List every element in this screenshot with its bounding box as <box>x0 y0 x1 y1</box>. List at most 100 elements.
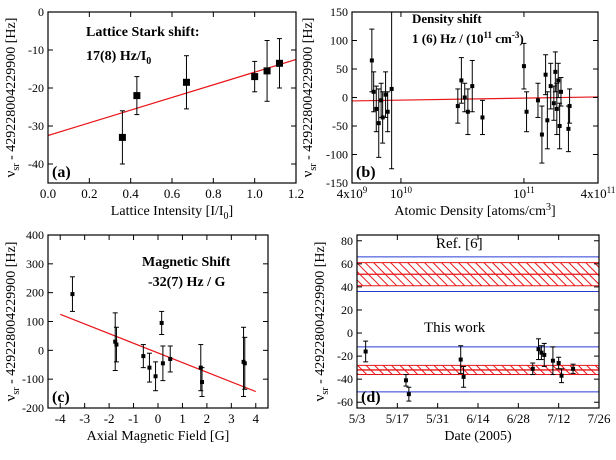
point-marker <box>536 347 541 352</box>
y-tick-label: 0 <box>38 5 44 19</box>
data-point <box>167 345 173 373</box>
y-tick-label: 400 <box>26 228 44 242</box>
data-point <box>458 345 464 374</box>
x-tick-label-text: 0.6 <box>164 186 181 201</box>
y-tick-label: -20 <box>28 81 44 95</box>
point-marker <box>458 357 463 362</box>
point-marker <box>557 124 562 128</box>
data-point <box>550 346 556 376</box>
point-marker <box>118 133 126 141</box>
data-point <box>363 340 369 363</box>
x-tick-label: 3 <box>228 411 235 426</box>
panel-a: 0.0 0.2 0.4 0.6 0.8 1.0 1.2-40-30-20-100Lattic… <box>3 5 304 222</box>
plot-area <box>352 12 598 170</box>
x-tick-label: -2 <box>104 411 115 426</box>
x-tick-label-text: 2 <box>204 411 211 426</box>
data-point <box>539 105 545 164</box>
x-tick-label-text: 0.4 <box>123 186 140 201</box>
data-point <box>555 62 561 98</box>
point-marker <box>556 361 561 366</box>
x-tick-label: 1010 <box>390 185 413 201</box>
point-marker <box>200 380 204 385</box>
data-point <box>570 363 576 374</box>
point-marker <box>263 67 271 75</box>
y-axis-label-text: - 429228004229900 [Hz] <box>4 242 19 388</box>
data-point <box>112 312 118 372</box>
panel-label: (c) <box>52 389 70 406</box>
point-marker <box>567 104 572 109</box>
data-point <box>275 38 283 89</box>
point-marker <box>160 361 165 366</box>
x-tick-label: 0.4 <box>123 186 140 201</box>
point-marker <box>242 361 247 366</box>
y-tick-label: -60 <box>337 395 353 409</box>
point-marker <box>558 89 563 94</box>
y-tick-label: -40 <box>337 372 353 386</box>
x-tick-label-text: 0.8 <box>205 186 221 201</box>
x-tick-label: -1 <box>128 411 139 426</box>
point-marker <box>182 78 190 86</box>
annotation-title: Lattice Stark shift: <box>86 25 200 40</box>
data-point <box>389 12 395 170</box>
annotation-subtitle-sup2: -3 <box>512 30 520 40</box>
x-axis-label-tail: ] <box>229 204 234 219</box>
point-marker <box>535 98 540 103</box>
point-marker <box>545 118 550 123</box>
x-tick-label: 0 <box>155 411 162 426</box>
point-marker <box>113 339 118 344</box>
point-marker <box>275 59 283 67</box>
y-tick-label: 60 <box>341 257 353 271</box>
x-axis-label-text: Axial Magnetic Field [G] <box>87 429 230 444</box>
point-marker <box>455 104 460 109</box>
x-tick-label-text: 7/26 <box>587 411 611 426</box>
point-marker <box>133 92 141 100</box>
y-tick-label: 300 <box>26 257 44 271</box>
point-marker <box>543 72 548 77</box>
fit-line <box>48 58 296 137</box>
panel-label: (d) <box>361 389 381 406</box>
data-point <box>535 82 541 118</box>
x-tick-label-text: -2 <box>104 411 115 426</box>
data-point <box>559 368 565 384</box>
point-marker <box>383 92 388 97</box>
x-tick-label-sup: 11 <box>526 185 535 195</box>
x-tick-label: 1 <box>179 411 186 426</box>
data-point <box>465 88 471 136</box>
x-tick-label-text: 10 <box>390 186 403 201</box>
y-axis-label-sub: sr <box>308 163 319 171</box>
y-tick-label: -100 <box>22 372 44 386</box>
x-tick-label: 5/17 <box>386 411 410 426</box>
x-tick-label: -4 <box>55 411 66 426</box>
y-tick-label: -50 <box>332 119 348 133</box>
point-marker <box>141 354 146 359</box>
panel-d: 5/3 5/17 5/31 6/14 6/28 7/12 7/26 -60 -40 -20 0 20 4… <box>312 234 611 444</box>
data-point <box>118 110 126 165</box>
x-tick-label: 0.6 <box>164 186 181 201</box>
y-tick-label: 40 <box>341 280 353 294</box>
point-marker <box>380 115 385 120</box>
y-tick-label: 100 <box>330 34 348 48</box>
point-marker <box>461 374 466 379</box>
point-marker <box>556 78 561 83</box>
point-marker <box>406 392 411 397</box>
y-axis-label: νsr - 429228004229900 [Hz] <box>312 242 331 402</box>
x-tick-label-sup: 9 <box>363 185 368 195</box>
fit-line <box>60 313 256 393</box>
y-axis-label: νsr - 429228004229900 [Hz] <box>3 18 22 178</box>
panel-c: -4 -3 -2 -1 0 1 2 3 4 -200 -100 0 100 200 300 400 Axial … <box>3 228 269 444</box>
y-axis-label-symbol: ν <box>3 170 19 177</box>
annotation-subtitle: 1 (6) Hz / (1011 cm-3) <box>412 30 524 46</box>
plot-area <box>357 256 599 402</box>
data-point <box>373 85 379 133</box>
x-tick-label-text: 4 <box>253 411 260 426</box>
data-point <box>536 338 541 361</box>
data-point <box>385 91 391 133</box>
y-axis-label-text: - 429228004229900 [Hz] <box>301 18 316 164</box>
data-point <box>199 367 205 397</box>
y-tick-label: 200 <box>26 286 44 300</box>
panel-label: (a) <box>52 164 71 181</box>
point-marker <box>542 352 547 357</box>
x-axis-label-sub: 0 <box>224 211 229 222</box>
data-point <box>242 336 248 390</box>
data-point <box>567 88 573 124</box>
